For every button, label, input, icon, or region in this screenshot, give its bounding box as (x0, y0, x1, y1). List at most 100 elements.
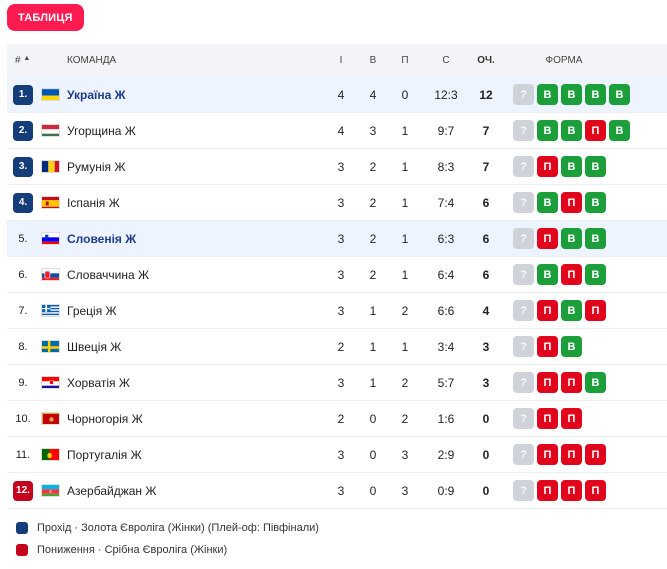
form-win-badge[interactable]: В (585, 156, 606, 177)
table-row[interactable]: 5. Словенія Ж 3 2 1 6:3 6 ? П В В (7, 221, 667, 257)
form-upcoming-badge[interactable]: ? (513, 192, 534, 213)
team-flag-cell (41, 232, 67, 245)
table-row[interactable]: 7. Греція Ж 3 1 2 6:6 4 ? П В П (7, 293, 667, 329)
team-name-link[interactable]: Румунія Ж (67, 159, 126, 174)
form-upcoming-badge[interactable]: ? (513, 372, 534, 393)
form-loss-badge[interactable]: П (561, 372, 582, 393)
form-loss-badge[interactable]: П (561, 264, 582, 285)
games-played: 3 (337, 447, 345, 462)
form-upcoming-badge[interactable]: ? (513, 156, 534, 177)
form-upcoming-badge[interactable]: ? (513, 408, 534, 429)
form-win-badge[interactable]: В (585, 84, 606, 105)
score: 9:7 (437, 123, 455, 138)
form-win-badge[interactable]: В (585, 264, 606, 285)
form-loss-badge[interactable]: П (537, 300, 558, 321)
form-upcoming-badge[interactable]: ? (513, 480, 534, 501)
table-row[interactable]: 6. Словаччина Ж 3 2 1 6:4 6 ? В П В (7, 257, 667, 293)
losses: 1 (401, 159, 409, 174)
legend-item: Пониження · Срібна Євроліга (Жінки) (16, 539, 319, 561)
form-win-badge[interactable]: В (561, 300, 582, 321)
team-name-link[interactable]: Іспанія Ж (67, 195, 120, 210)
team-name-link[interactable]: Україна Ж (67, 87, 126, 102)
form-win-badge[interactable]: В (585, 372, 606, 393)
form-loss-badge[interactable]: П (537, 480, 558, 501)
table-row[interactable]: 8. Швеція Ж 2 1 1 3:4 3 ? П В (7, 329, 667, 365)
wins: 2 (369, 159, 377, 174)
form-loss-badge[interactable]: П (537, 444, 558, 465)
team-flag-cell (41, 196, 67, 209)
form-loss-badge[interactable]: П (561, 192, 582, 213)
form-loss-badge[interactable]: П (537, 156, 558, 177)
form-win-badge[interactable]: В (609, 84, 630, 105)
form-upcoming-badge[interactable]: ? (513, 120, 534, 141)
form-loss-badge[interactable]: П (585, 300, 606, 321)
team-name-link[interactable]: Португалія Ж (67, 447, 142, 462)
form-upcoming-badge[interactable]: ? (513, 228, 534, 249)
team-name-link[interactable]: Словаччина Ж (67, 267, 150, 282)
montenegro-flag-icon (41, 412, 60, 425)
form-win-badge[interactable]: В (609, 120, 630, 141)
form-win-badge[interactable]: В (585, 192, 606, 213)
team-name-link[interactable]: Чорногорія Ж (67, 411, 143, 426)
ukraine-flag-icon (41, 88, 60, 101)
form-win-badge[interactable]: В (537, 120, 558, 141)
form-loss-badge[interactable]: П (585, 120, 606, 141)
form-upcoming-badge[interactable]: ? (513, 300, 534, 321)
team-name-link[interactable]: Азербайджан Ж (67, 483, 157, 498)
header-games[interactable]: І (339, 55, 343, 66)
form-loss-badge[interactable]: П (561, 408, 582, 429)
team-name-link[interactable]: Словенія Ж (67, 231, 137, 246)
team-name-link[interactable]: Хорватія Ж (67, 375, 130, 390)
header-team[interactable]: КОМАНДА (67, 55, 117, 66)
points: 6 (482, 195, 490, 210)
form-cell: ? В В П В (501, 120, 667, 141)
form-win-badge[interactable]: В (537, 192, 558, 213)
table-row[interactable]: 12. Азербайджан Ж 3 0 3 0:9 0 ? П П П (7, 473, 667, 509)
form-win-badge[interactable]: В (561, 156, 582, 177)
form-win-badge[interactable]: В (537, 264, 558, 285)
form-win-badge[interactable]: В (561, 120, 582, 141)
team-name-link[interactable]: Угорщина Ж (67, 123, 136, 138)
form-loss-badge[interactable]: П (537, 408, 558, 429)
table-row[interactable]: 2. Угорщина Ж 4 3 1 9:7 7 ? В В П В (7, 113, 667, 149)
form-win-badge[interactable]: В (561, 84, 582, 105)
losses: 0 (401, 87, 409, 102)
table-tab-button[interactable]: ТАБЛИЦЯ (7, 4, 84, 31)
form-upcoming-badge[interactable]: ? (513, 264, 534, 285)
form-loss-badge[interactable]: П (561, 444, 582, 465)
table-row[interactable]: 1. Україна Ж 4 4 0 12:3 12 ? В В В В (7, 77, 667, 113)
standings-table: # ▲ КОМАНДА І В П С ОЧ. ФОРМА 1. Україна… (7, 44, 667, 509)
position-badge: 10. (15, 412, 31, 425)
table-row[interactable]: 9. Хорватія Ж 3 1 2 5:7 3 ? П П В (7, 365, 667, 401)
team-name-link[interactable]: Греція Ж (67, 303, 117, 318)
team-name-link[interactable]: Швеція Ж (67, 339, 122, 354)
form-loss-badge[interactable]: П (537, 372, 558, 393)
form-upcoming-badge[interactable]: ? (513, 84, 534, 105)
form-loss-badge[interactable]: П (561, 480, 582, 501)
table-row[interactable]: 3. Румунія Ж 3 2 1 8:3 7 ? П В В (7, 149, 667, 185)
hungary-flag-icon (41, 124, 60, 137)
form-win-badge[interactable]: В (561, 228, 582, 249)
team-flag-cell (41, 448, 67, 461)
form-loss-badge[interactable]: П (537, 336, 558, 357)
table-row[interactable]: 4. Іспанія Ж 3 2 1 7:4 6 ? В П В (7, 185, 667, 221)
table-row[interactable]: 11. Португалія Ж 3 0 3 2:9 0 ? П П П (7, 437, 667, 473)
form-win-badge[interactable]: В (537, 84, 558, 105)
position-cell: 12. (7, 480, 41, 501)
header-wins[interactable]: В (369, 55, 377, 66)
table-row[interactable]: 10. Чорногорія Ж 2 0 2 1:6 0 ? П П (7, 401, 667, 437)
losses: 1 (401, 339, 409, 354)
points: 0 (482, 483, 490, 498)
header-points[interactable]: ОЧ. (477, 55, 495, 66)
header-score[interactable]: С (442, 55, 450, 66)
header-position[interactable]: # ▲ (7, 55, 41, 66)
form-win-badge[interactable]: В (561, 336, 582, 357)
form-upcoming-badge[interactable]: ? (513, 444, 534, 465)
form-win-badge[interactable]: В (585, 228, 606, 249)
form-loss-badge[interactable]: П (537, 228, 558, 249)
header-losses[interactable]: П (401, 55, 409, 66)
form-upcoming-badge[interactable]: ? (513, 336, 534, 357)
team-flag-cell (41, 88, 67, 101)
form-loss-badge[interactable]: П (585, 444, 606, 465)
form-loss-badge[interactable]: П (585, 480, 606, 501)
